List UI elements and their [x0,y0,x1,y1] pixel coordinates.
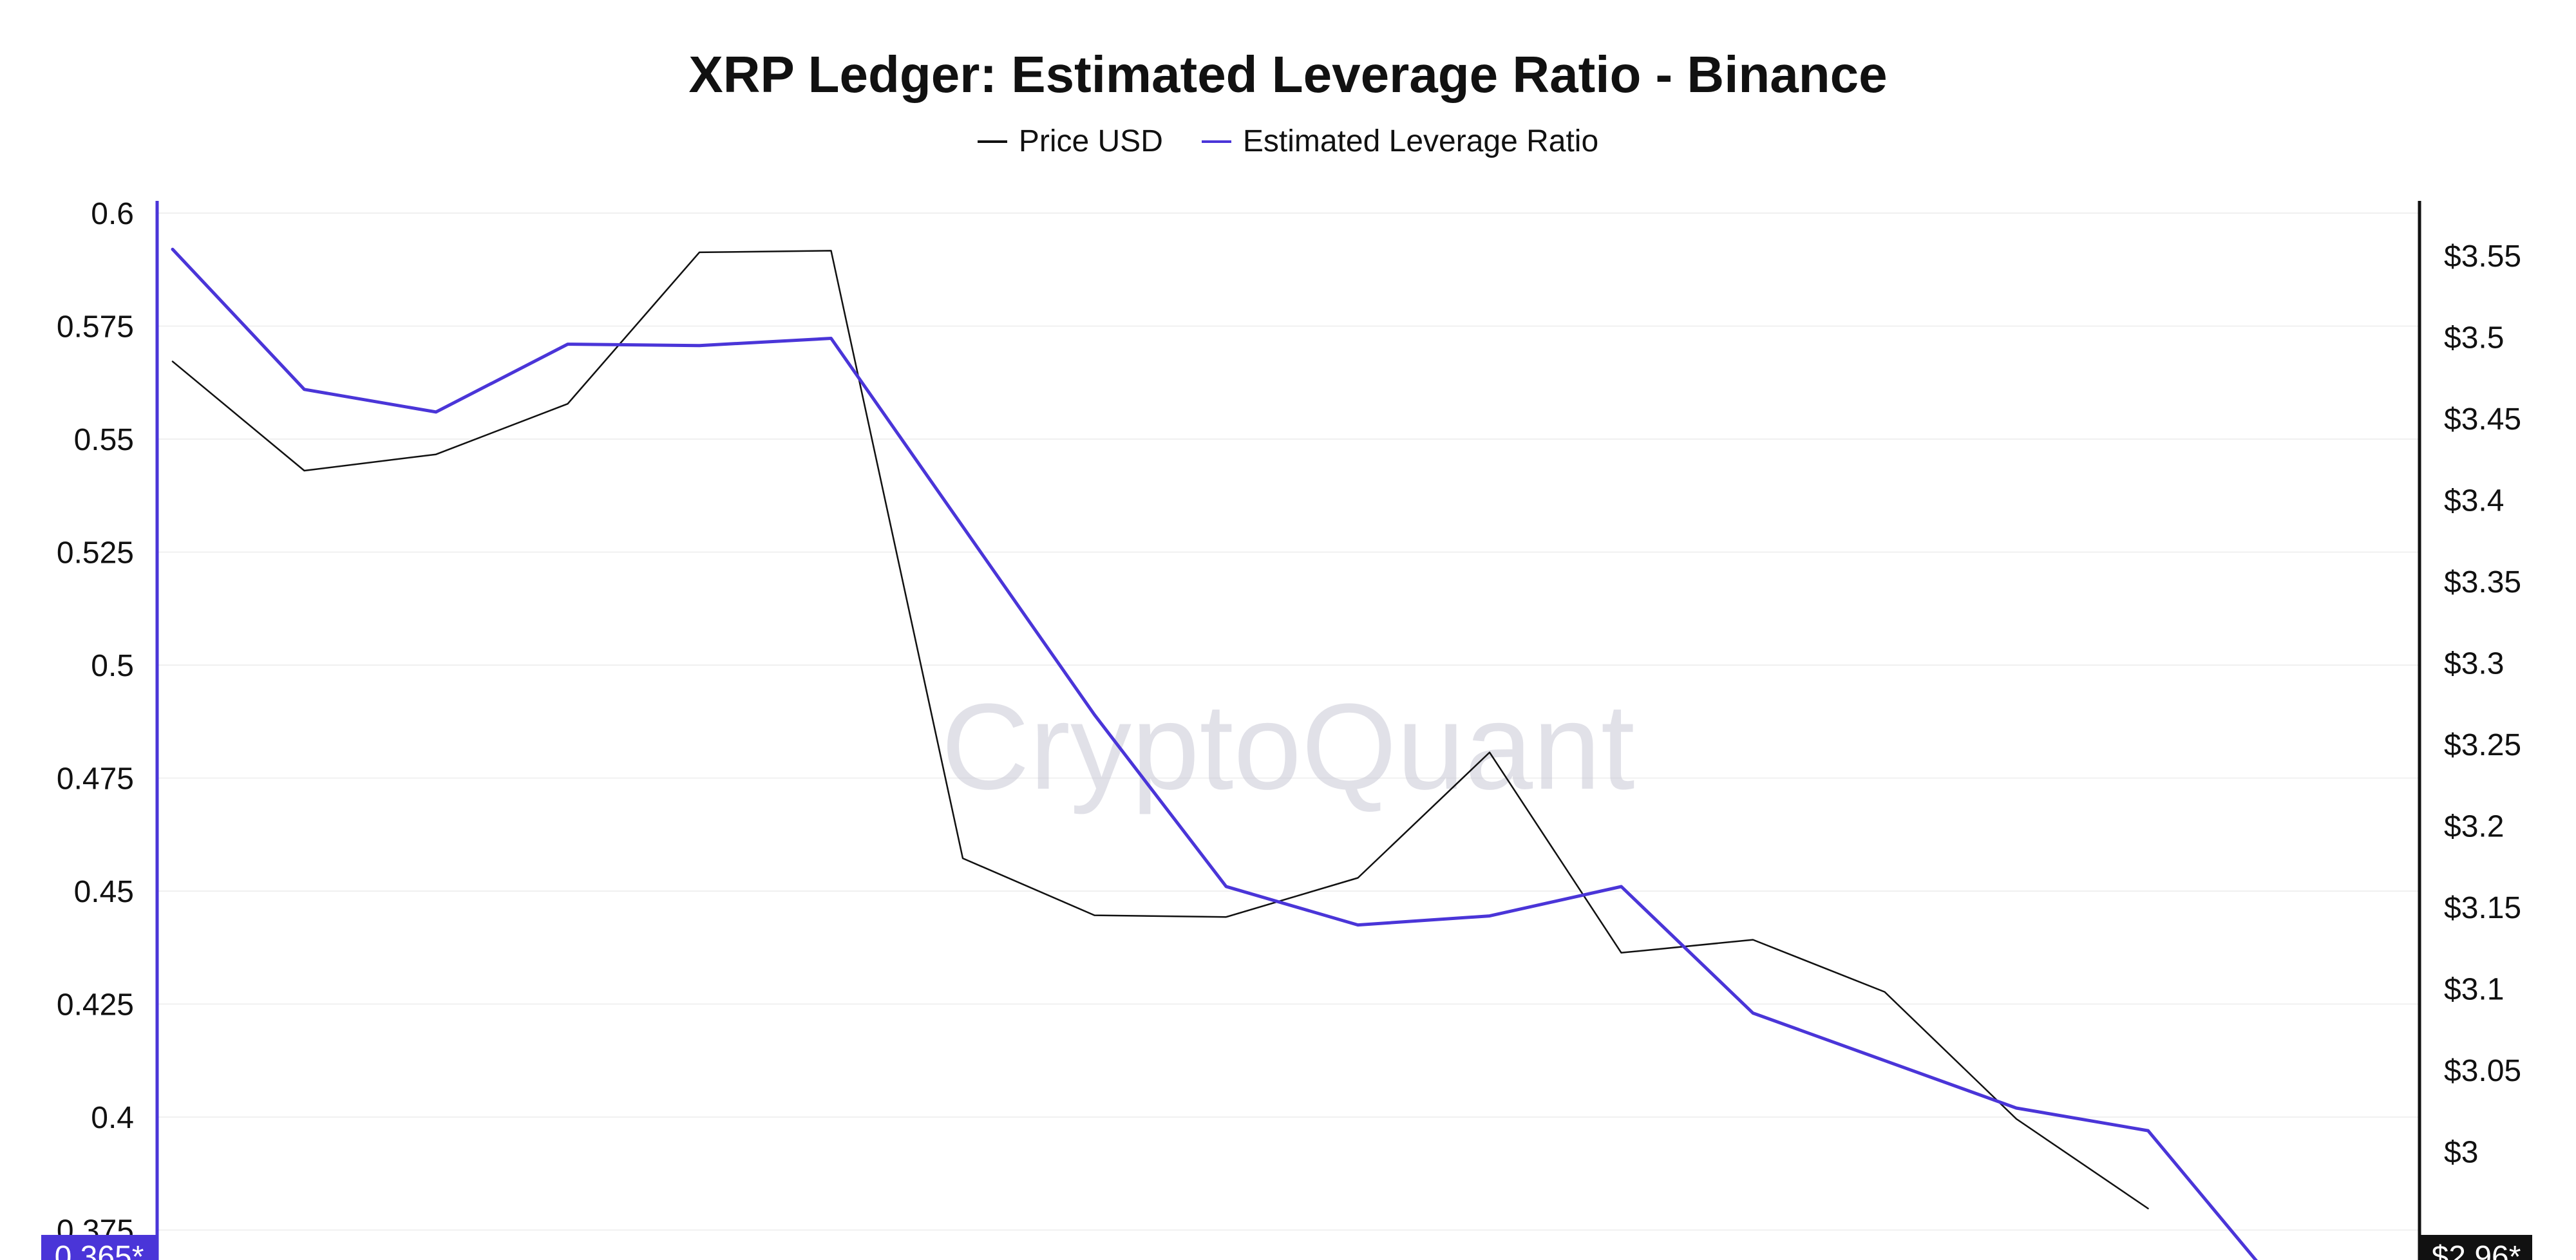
y-right-tick-label: $3.45 [2444,402,2521,437]
series-line-leverage [171,247,2258,1260]
chart-title: XRP Ledger: Estimated Leverage Ratio - B… [688,46,1888,103]
y-right-tick-label: $3.55 [2444,240,2521,274]
legend-label-leverage: Estimated Leverage Ratio [1242,124,1599,158]
y-right-tick-label: $3 [2444,1136,2478,1170]
y-left-value-badge [41,1235,157,1260]
y-left-tick-label: 0.475 [57,762,134,796]
y-left-tick-label: 0.425 [57,988,134,1022]
y-left-value-badge-label: 0.365* [55,1240,144,1260]
legend-swatch-price [977,140,1007,143]
legend-item-price[interactable]: Price USD [977,124,1163,159]
y-left-tick-label: 0.45 [74,875,134,909]
y-right-tick-label: $3.35 [2444,565,2521,599]
y-left-tick-label: 0.6 [91,197,134,231]
grid-lines [157,212,2420,1231]
y-right-tick-label: $3.25 [2444,728,2521,762]
axis-badges: 0.365* $2.96* [41,1235,2532,1260]
y-right-tick-label: $3.5 [2444,321,2504,355]
y-right-value-badge [2420,1235,2532,1260]
y-left-tick-label: 0.575 [57,310,134,344]
y-left-tick-label: 0.525 [57,536,134,570]
y-right-tick-label: $3.1 [2444,973,2504,1007]
y-left-tick-label: 0.55 [74,423,134,457]
legend-label-price: Price USD [1018,124,1163,158]
watermark: CryptoQuant [941,679,1634,815]
series-line-price [171,250,2149,1210]
y-right-tick-label: $3.05 [2444,1054,2521,1088]
y-right-tick-label: $3.2 [2444,810,2504,844]
y-right-tick-label: $3.4 [2444,484,2504,518]
legend-swatch-leverage [1201,140,1231,143]
y-left-tick-label: 0.4 [91,1101,134,1135]
y-left-tick-label: 0.5 [91,649,134,683]
y-right-tick-label: $3.15 [2444,891,2521,925]
legend-item-leverage[interactable]: Estimated Leverage Ratio [1201,124,1599,159]
axes: 0.6 0.575 0.55 0.525 0.5 0.475 0.45 0.425 0.4 0.3… [57,197,2521,1260]
legend: Price USD Estimated Leverage Ratio [0,124,2576,159]
series [171,247,2258,1260]
y-right-value-badge-label: $2.96* [2432,1240,2521,1260]
y-right-tick-label: $3.3 [2444,647,2504,681]
